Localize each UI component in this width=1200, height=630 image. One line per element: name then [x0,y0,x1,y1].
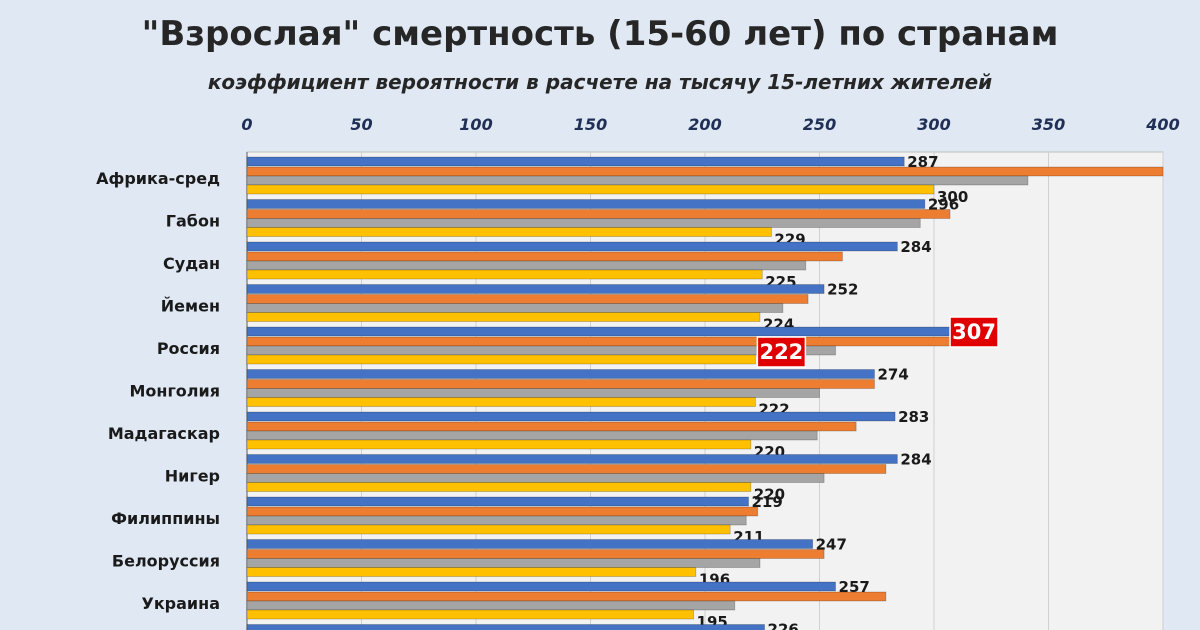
x-tick-label: 400 [1145,115,1179,134]
category-label: Белоруссия [112,552,220,571]
bar-series-4 [246,312,761,322]
bar-series-2 [246,251,843,262]
bar-series-1 [246,199,926,209]
x-tick-label: 250 [803,115,836,134]
highlight-data-label: 222 [759,340,803,364]
category-label: Мадагаскар [108,424,220,443]
data-label: 283 [898,408,929,426]
bar-series-1 [246,454,898,464]
bar-series-1 [246,624,765,630]
data-label: 220 [754,486,785,504]
x-tick-label: 300 [917,115,950,134]
bar-series-2 [246,294,809,304]
data-label: 287 [907,153,938,171]
bar-series-3 [246,473,825,483]
bar-series-4 [246,609,694,620]
bar-series-3 [246,388,820,398]
bar-series-4 [246,269,763,280]
data-label: 226 [768,621,799,630]
bar-series-1 [246,411,896,422]
data-label: 219 [752,493,783,511]
category-label: Украина [141,594,220,613]
bar-series-4 [246,439,752,450]
x-tick-label: 150 [574,115,607,134]
data-label: 274 [877,366,908,384]
bar-series-3 [246,430,818,441]
x-tick-label: 200 [688,115,721,134]
bar-series-3 [246,558,761,568]
bar-series-4 [246,482,752,492]
category-label: Судан [163,254,220,273]
bar-series-1 [246,284,825,294]
bar-series-2 [246,421,857,432]
bar-series-3 [246,303,784,313]
highlight-label-box [949,316,999,348]
data-label: 284 [900,451,931,469]
bar-series-4 [246,184,935,195]
bar-series-3 [246,515,747,526]
bar-series-1 [246,326,951,337]
bar-series-2 [246,464,887,474]
category-label: Монголия [129,382,220,401]
bar-series-3 [246,175,1029,186]
data-label: 296 [928,196,959,214]
bar-series-4 [246,524,731,535]
x-tick-label: 0 [241,115,252,134]
bar-series-2 [246,336,997,347]
data-label: 284 [900,238,931,256]
category-label: Нигер [165,467,220,486]
bar-series-4 [246,227,772,237]
bar-series-2 [246,209,951,219]
highlight-data-label: 307 [952,320,996,344]
bar-series-1 [246,496,749,507]
chart-title: "Взрослая" смертность (15-60 лет) по стр… [141,14,1059,54]
bar-series-1 [246,539,814,549]
data-label: 300 [937,188,968,206]
category-label: Филиппины [111,509,220,528]
x-tick-label: 350 [1032,115,1065,134]
bar-series-2 [246,549,825,559]
bar-series-1 [246,581,836,592]
bar-series-4 [246,397,756,407]
x-tick-label: 100 [459,115,492,134]
x-tick-label: 50 [350,115,372,134]
category-label: Йемен [161,297,220,316]
bar-series-1 [246,369,875,379]
bar-series-2 [246,166,1164,177]
bar-series-4 [246,354,756,365]
bar-series-2 [246,379,875,389]
bar-series-3 [246,600,736,611]
bar-series-2 [246,591,887,602]
bar-series-1 [246,156,905,167]
category-label: Африка-сред [96,169,220,188]
bar-series-2 [246,506,759,517]
data-label: 247 [816,536,847,554]
bar-series-3 [246,345,836,356]
chart-subtitle: коэффициент вероятности в расчете на тыс… [207,70,993,94]
bar-series-3 [246,218,921,228]
bar-series-3 [246,260,807,271]
category-label: Россия [157,339,220,358]
data-label: 257 [839,578,870,596]
category-label: Габон [166,212,220,231]
data-label: 252 [827,281,858,299]
bar-series-4 [246,567,697,577]
highlight-label-box [756,336,807,368]
bar-series-1 [246,241,898,252]
